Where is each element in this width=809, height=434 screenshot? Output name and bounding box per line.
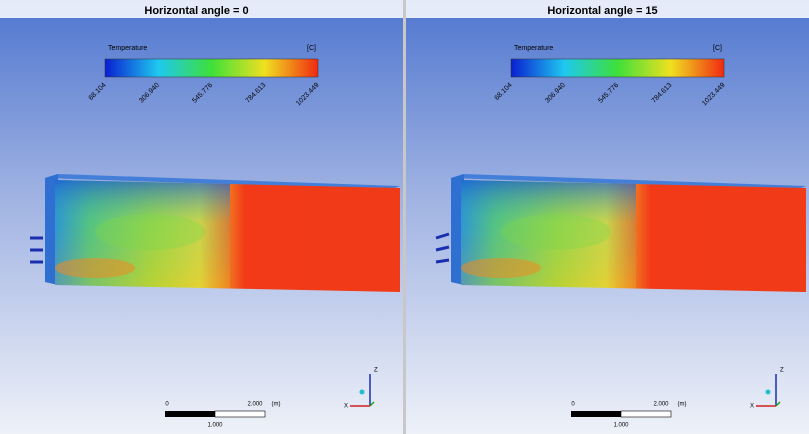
axis-x-label: X — [750, 404, 754, 410]
axis-origin — [765, 389, 771, 395]
hot-spot — [461, 258, 541, 278]
axis-x-label: X — [344, 404, 348, 410]
title-band — [0, 0, 403, 18]
axis-z-label: Z — [374, 368, 378, 374]
color-bar — [104, 58, 319, 78]
inlet-arrow — [435, 232, 450, 240]
legend-unit: [C] — [713, 45, 722, 52]
scale-bar-dark — [571, 411, 621, 417]
panel-divider — [403, 0, 406, 434]
scale-bar-light — [214, 410, 266, 418]
cool-core — [95, 214, 205, 250]
scale-bar-dark — [165, 411, 215, 417]
axis-origin — [359, 389, 365, 395]
legend-title: Temperature — [108, 45, 147, 52]
cool-core — [501, 214, 611, 250]
title-band — [406, 0, 809, 18]
color-bar — [510, 58, 725, 78]
scale-unit: (m) — [272, 402, 281, 408]
axis-y — [369, 401, 375, 407]
domain-end — [45, 174, 58, 285]
panel-title: Horizontal angle = 15 — [547, 5, 657, 17]
legend-unit: [C] — [307, 45, 316, 52]
inlet-arrow — [435, 258, 450, 264]
scale-bar-light — [620, 410, 672, 418]
axis-y — [775, 401, 781, 407]
inlet-arrow — [435, 245, 450, 252]
hot-spot — [55, 258, 135, 278]
scale-mid: 1.000 — [207, 423, 223, 429]
axis-z-label: Z — [780, 368, 784, 374]
scale-end: 2.000 — [247, 402, 263, 408]
scale-end: 2.000 — [653, 402, 669, 408]
legend-title: Temperature — [514, 45, 553, 52]
scale-start: 0 — [571, 402, 575, 408]
domain-end — [451, 174, 464, 285]
panel-title: Horizontal angle = 0 — [144, 5, 248, 17]
scale-mid: 1.000 — [613, 423, 629, 429]
scale-unit: (m) — [678, 402, 687, 408]
scale-start: 0 — [165, 402, 169, 408]
